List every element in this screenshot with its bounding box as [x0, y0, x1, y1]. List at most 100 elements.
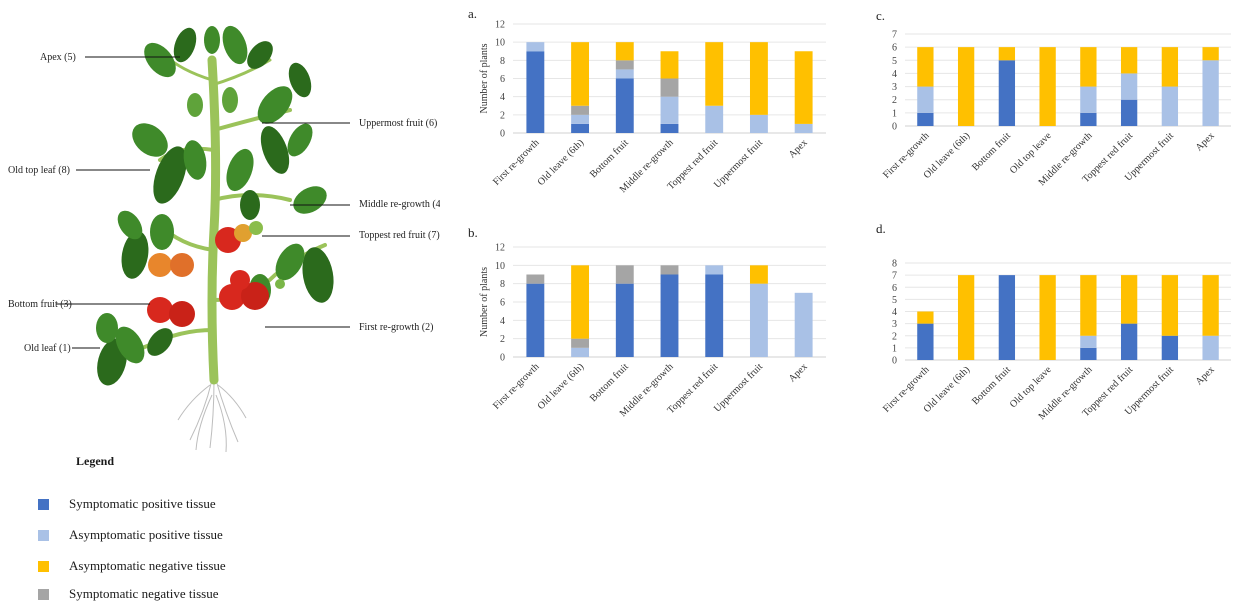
bar-segment: [957, 275, 975, 360]
label-middle-regrowth: Middle re-growth (4): [359, 199, 440, 210]
y-tick-label: 2: [500, 110, 505, 121]
y-tick-label: 0: [500, 129, 505, 140]
x-category-label: Apex: [787, 137, 810, 160]
tomato-plant-illustration: Apex (5) Uppermost fruit (6) Old top lea…: [8, 25, 440, 453]
legend-item: Asymptomatic negative tissue: [38, 556, 226, 576]
legend-item: Asymptomatic positive tissue: [38, 525, 223, 545]
y-tick-label: 7: [892, 30, 897, 41]
x-category-label: Apex: [787, 361, 810, 384]
bar-segment: [1080, 47, 1097, 87]
x-category-label: Bottom fruit: [970, 130, 1013, 173]
bar-segment: [917, 323, 934, 360]
bar-segment: [1039, 275, 1056, 360]
bar-segment: [1080, 347, 1097, 360]
x-category-label: Apex: [1194, 130, 1217, 153]
bar-segment: [660, 96, 679, 124]
bar-segment: [1120, 323, 1138, 360]
bar-segment: [571, 338, 590, 348]
bar-segment: [917, 47, 934, 87]
bar-segment: [1080, 275, 1097, 336]
bar-segment: [749, 265, 768, 284]
bar-segment: [794, 51, 813, 124]
y-tick-label: 5: [892, 56, 897, 67]
bar-segment: [571, 347, 590, 357]
bar-segment: [1039, 47, 1056, 127]
y-tick-label: 7: [892, 271, 897, 282]
bar-segment: [1080, 335, 1097, 348]
bar-segment: [917, 311, 934, 324]
legend-label: Symptomatic negative tissue: [69, 586, 219, 601]
panel-letter: b.: [468, 225, 478, 240]
bar-segment: [1161, 47, 1179, 87]
bar-segment: [1080, 112, 1097, 126]
label-bottom-fruit: Bottom fruit (3): [8, 299, 72, 310]
bar-segment: [615, 60, 634, 70]
bar-segment: [660, 123, 679, 133]
x-category-label: Bottom fruit: [970, 364, 1013, 407]
chart-panel-c: c. 0 1 2 3 4 5 6 7 First re-growth Old leave (6th)…: [848, 4, 1238, 224]
y-tick-label: 4: [500, 316, 505, 327]
bar-segment: [998, 47, 1016, 61]
y-tick-label: 0: [892, 356, 897, 367]
legend-swatch: [38, 529, 49, 541]
label-old-leaf: Old leaf (1): [24, 343, 71, 354]
y-tick-label: 6: [892, 283, 897, 294]
bar-segment: [1161, 86, 1179, 126]
label-old-top-leaf: Old top leaf (8): [8, 165, 70, 176]
bar-segment: [998, 60, 1016, 126]
bar-segment: [705, 265, 724, 275]
legend-item: Symptomatic positive tissue: [38, 494, 216, 514]
bar-segment: [1120, 275, 1138, 324]
legend-title: Legend: [76, 454, 115, 468]
bar-segment: [615, 78, 634, 133]
bar-segment: [1202, 275, 1219, 336]
legend-swatch: [38, 498, 49, 510]
fruits: [147, 221, 285, 327]
y-tick-label: 2: [892, 95, 897, 106]
x-category-label: First re-growth: [491, 361, 541, 411]
pointer-lines: [56, 56, 350, 349]
y-tick-label: 4: [500, 92, 505, 103]
bar-segment: [526, 42, 545, 52]
chart-a-svg: a. 0 2 4 6 8 10 12 Number of plants First re-grow…: [468, 6, 826, 195]
legend-swatch: [38, 588, 49, 600]
label-first-regrowth: First re-growth (2): [359, 322, 433, 333]
panel-letter: c.: [876, 8, 885, 23]
chart-panel-b: b. 0 2 4 6 8 10 12 Number of plants First re-grow…: [448, 222, 838, 447]
bar-segment: [571, 114, 590, 124]
bar-segment: [794, 292, 813, 357]
legend-swatch: [38, 560, 49, 572]
x-category-label: Old leave (6th): [536, 137, 587, 188]
y-tick-label: 10: [495, 261, 505, 272]
bar-segment: [1080, 86, 1097, 113]
bar-segment: [705, 105, 724, 133]
y-tick-label: 4: [892, 307, 897, 318]
y-tick-label: 12: [495, 20, 505, 31]
y-tick-label: 6: [500, 74, 505, 85]
bar-segment: [660, 51, 679, 79]
x-category-label: Old leave (6th): [536, 361, 587, 412]
bar-segment: [1161, 335, 1179, 360]
y-tick-label: 10: [495, 38, 505, 49]
stem: [103, 53, 327, 385]
y-axis-label: Number of plants: [479, 267, 490, 337]
y-tick-label: 12: [495, 243, 505, 254]
x-category-label: Apex: [1194, 364, 1217, 387]
y-tick-label: 0: [892, 122, 897, 133]
chart-panel-d: d. 0 1 2 3 4 5 6 7 8 First re-growth Old leave (6th…: [848, 218, 1238, 443]
label-uppermost-fruit: Uppermost fruit (6): [359, 118, 437, 129]
y-tick-label: 5: [892, 295, 897, 306]
bar-segment: [615, 69, 634, 79]
x-category-label: First re-growth: [491, 137, 541, 187]
bar-segment: [1161, 275, 1179, 336]
y-tick-label: 6: [892, 43, 897, 54]
bar-segment: [998, 275, 1016, 360]
bar-segment: [705, 274, 724, 357]
roots: [177, 379, 247, 453]
bar-segment: [957, 47, 975, 127]
legend-label: Symptomatic positive tissue: [69, 496, 216, 511]
panel-letter: a.: [468, 6, 477, 21]
y-tick-label: 2: [892, 331, 897, 342]
y-tick-label: 1: [892, 343, 897, 354]
